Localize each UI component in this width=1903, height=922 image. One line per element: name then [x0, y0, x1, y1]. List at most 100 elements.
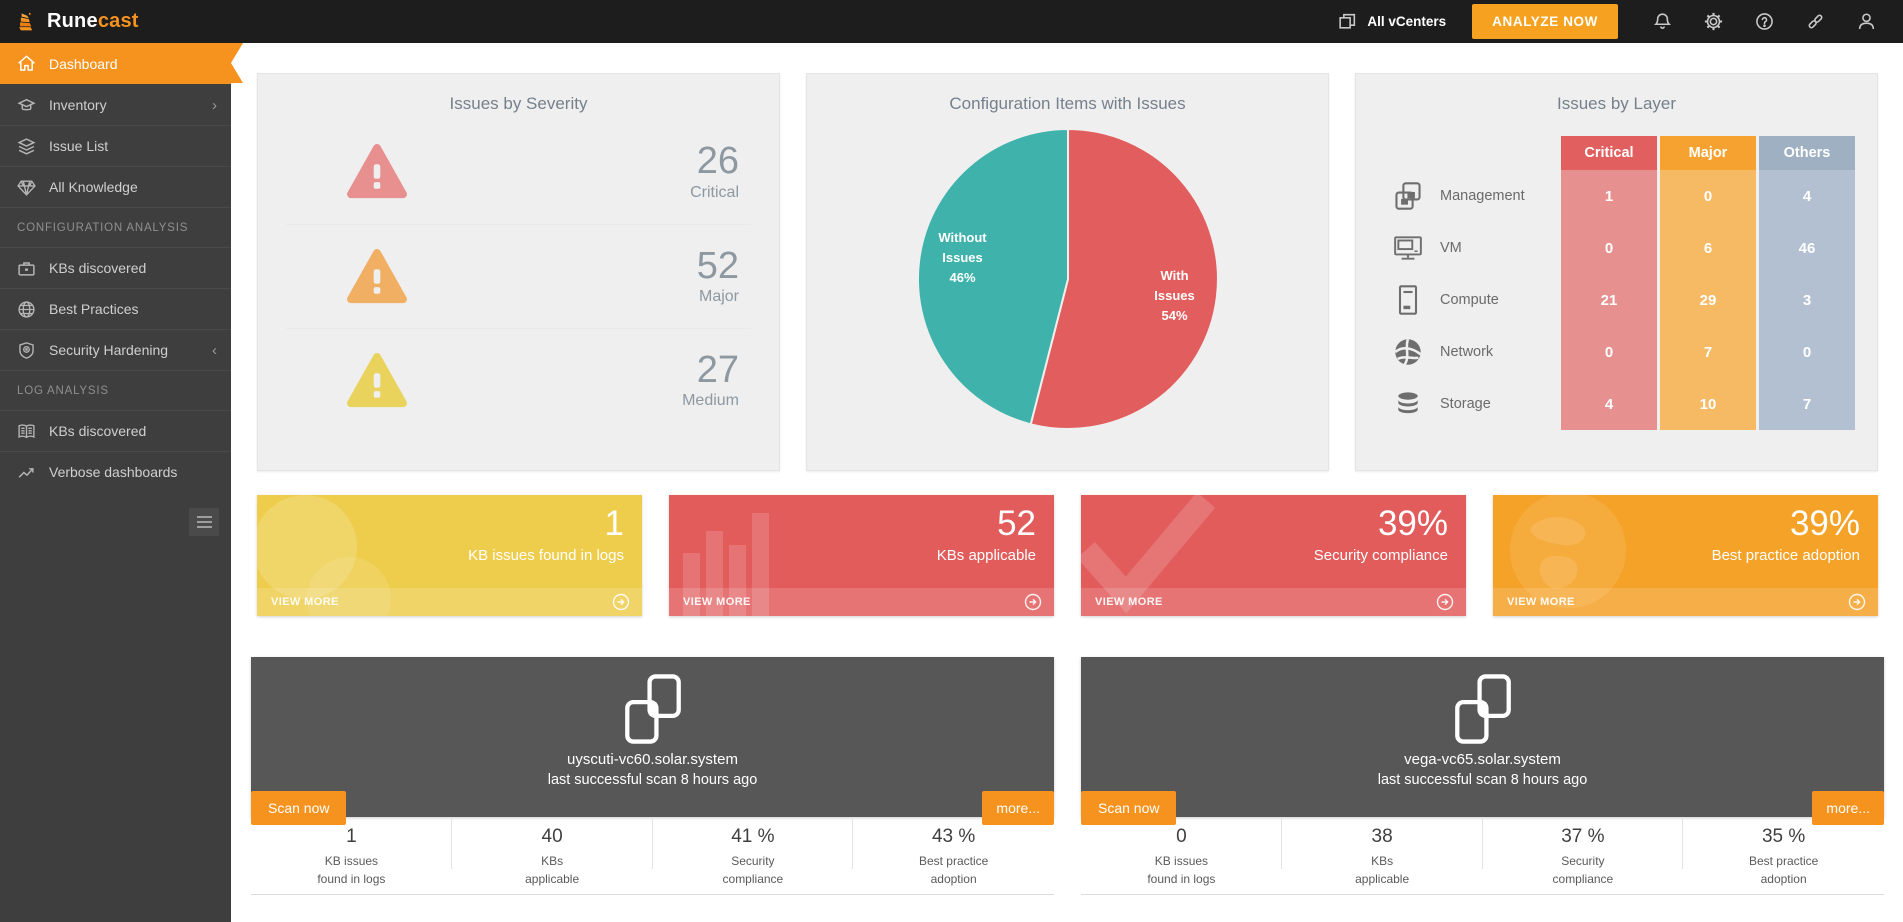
compute-icon	[1398, 285, 1418, 315]
settings-gear-icon[interactable]	[1703, 11, 1724, 32]
network-icon	[1394, 338, 1422, 366]
sidebar-item-label: All Knowledge	[49, 179, 138, 195]
severity-rows: 26 Critical 52 Major	[258, 114, 779, 432]
notifications-bell-icon[interactable]	[1652, 11, 1673, 32]
scan-now-button[interactable]: Scan now	[1081, 791, 1177, 825]
stat-security-compliance: 41 % Security compliance	[653, 817, 854, 894]
vcenter-panels-row: uyscuti-vc60.solar.system last successfu…	[231, 616, 1903, 895]
inventory-icon	[17, 98, 36, 110]
kpi-text: 39% Best practice adoption	[1711, 504, 1860, 564]
pie-chart: Without Issues 46% With Issues 54%	[916, 127, 1219, 430]
last-scan-info: last successful scan 8 hours ago	[1377, 772, 1588, 788]
sidebar-item-label: Dashboard	[49, 55, 118, 72]
layer-row-vm: VM	[1390, 222, 1560, 274]
stat-kb-issues: 1 KB issues found in logs	[251, 817, 452, 894]
stat-kbs-applicable: 40 KBs applicable	[452, 817, 653, 894]
vcenter-panel-vega: vega-vc65.solar.system last successful s…	[1081, 657, 1884, 895]
view-more-link[interactable]: VIEW MORE	[669, 588, 1054, 616]
sidebar-item-security-hardening[interactable]: Security Hardening ‹	[0, 329, 231, 370]
column-header: Major	[1660, 136, 1756, 170]
stat-kbs-applicable: 38 KBs applicable	[1282, 817, 1483, 894]
kpi-kb-issues-logs[interactable]: 1 KB issues found in logs VIEW MORE	[257, 495, 642, 616]
cell-management-others: 4	[1759, 170, 1855, 222]
kpi-best-practice-adoption[interactable]: 39% Best practice adoption VIEW MORE	[1493, 495, 1878, 616]
sidebar-section-label: CONFIGURATION ANALYSIS	[17, 221, 189, 234]
cell-management-major: 0	[1660, 170, 1756, 222]
vcenter-stats: 0 KB issues found in logs 38 KBs applicabl…	[1081, 817, 1884, 895]
issues-by-severity-card: Issues by Severity 26 Critical	[257, 73, 780, 471]
cell-network-others: 0	[1759, 326, 1855, 378]
help-icon[interactable]	[1754, 11, 1775, 32]
cell-vm-critical: 0	[1561, 222, 1657, 274]
chevron-right-icon: ›	[212, 96, 217, 114]
sidebar-item-label: Inventory	[49, 97, 107, 113]
sidebar-item-kbs-discovered-config[interactable]: KBs discovered	[0, 247, 231, 288]
severity-row-critical: 26 Critical	[286, 120, 751, 224]
layer-column-major: Major 0 6 29 7 10	[1660, 136, 1756, 430]
vcenter-name: uyscuti-vc60.solar.system	[567, 751, 738, 768]
topbar-right: All vCenters ANALYZE NOW	[1337, 4, 1903, 39]
book-icon	[18, 423, 35, 438]
layer-row-label: Network	[1440, 344, 1494, 360]
layer-row-management: Management	[1390, 170, 1560, 222]
more-button[interactable]: more...	[1812, 791, 1884, 825]
kpi-label: Best practice adoption	[1711, 546, 1860, 564]
sidebar-item-best-practices[interactable]: Best Practices	[0, 288, 231, 329]
sidebar-collapse-button[interactable]	[189, 508, 219, 536]
scan-now-button[interactable]: Scan now	[251, 791, 347, 825]
cell-storage-others: 7	[1759, 378, 1855, 430]
vm-icon	[1394, 236, 1422, 260]
sidebar-item-dashboard[interactable]: Dashboard	[0, 43, 243, 84]
sidebar-item-label: Best Practices	[49, 301, 139, 317]
sidebar-item-all-knowledge[interactable]: All Knowledge	[0, 166, 231, 207]
chevron-left-icon: ‹	[212, 341, 217, 359]
more-button[interactable]: more...	[982, 791, 1054, 825]
gem-icon	[17, 179, 36, 196]
trend-chart-icon	[18, 467, 34, 478]
pie-label-without-issues: Without Issues 46%	[938, 230, 987, 286]
brand-name: Runecast	[47, 10, 139, 33]
vcenter-name: vega-vc65.solar.system	[1404, 751, 1561, 768]
sidebar-item-kbs-discovered-log[interactable]: KBs discovered	[0, 410, 231, 451]
pie-chart-svg	[916, 127, 1219, 430]
main-content: Issues by Severity 26 Critical	[231, 43, 1903, 922]
summary-cards-row: Issues by Severity 26 Critical	[231, 43, 1903, 471]
card-title: Issues by Layer	[1556, 94, 1677, 113]
kpi-value: 1	[604, 504, 624, 543]
view-more-link[interactable]: VIEW MORE	[257, 588, 642, 616]
sidebar-item-verbose-dashboards[interactable]: Verbose dashboards	[0, 451, 231, 492]
topbar-icons	[1652, 11, 1877, 32]
vcenters-icon	[1339, 13, 1356, 29]
layer-row-storage: Storage	[1390, 378, 1560, 430]
kpi-kbs-applicable[interactable]: 52 KBs applicable VIEW MORE	[669, 495, 1054, 616]
column-header: Critical	[1561, 136, 1657, 170]
severity-count-block: 27 Medium	[682, 348, 739, 411]
kpi-label: KBs applicable	[936, 546, 1036, 564]
arrow-circle-icon	[1436, 593, 1454, 611]
column-header: Others	[1759, 136, 1855, 170]
kpi-security-compliance[interactable]: 39% Security compliance VIEW MORE	[1081, 495, 1466, 616]
shield-icon	[19, 341, 34, 359]
stat-kb-issues: 0 KB issues found in logs	[1081, 817, 1282, 894]
layer-values-table: Critical 1 0 21 0 4 Major 0 6 29 7 10	[1561, 136, 1855, 430]
stat-security-compliance: 37 % Security compliance	[1483, 817, 1684, 894]
cell-vm-major: 6	[1660, 222, 1756, 274]
view-more-link[interactable]: VIEW MORE	[1493, 588, 1878, 616]
cell-storage-critical: 4	[1561, 378, 1657, 430]
severity-level: Medium	[682, 392, 739, 410]
vcenter-selector[interactable]: All vCenters	[1337, 11, 1446, 32]
severity-count: 27	[696, 348, 739, 391]
layer-row-label: Compute	[1440, 292, 1499, 308]
storage-icon	[1398, 392, 1418, 414]
pie-slice-with-issues	[1028, 127, 1219, 430]
sidebar-item-inventory[interactable]: Inventory ›	[0, 84, 231, 125]
stat-best-practice: 35 % Best practice adoption	[1748, 826, 1819, 886]
user-icon[interactable]	[1856, 11, 1877, 32]
vcenter-panel-header: uyscuti-vc60.solar.system last successfu…	[251, 657, 1054, 825]
analyze-now-button[interactable]: ANALYZE NOW	[1472, 4, 1618, 39]
brand: Runecast	[0, 10, 231, 33]
sidebar-item-issue-list[interactable]: Issue List	[0, 125, 231, 166]
link-icon[interactable]	[1805, 11, 1826, 32]
arrow-circle-icon	[612, 593, 630, 611]
view-more-link[interactable]: VIEW MORE	[1081, 588, 1466, 616]
